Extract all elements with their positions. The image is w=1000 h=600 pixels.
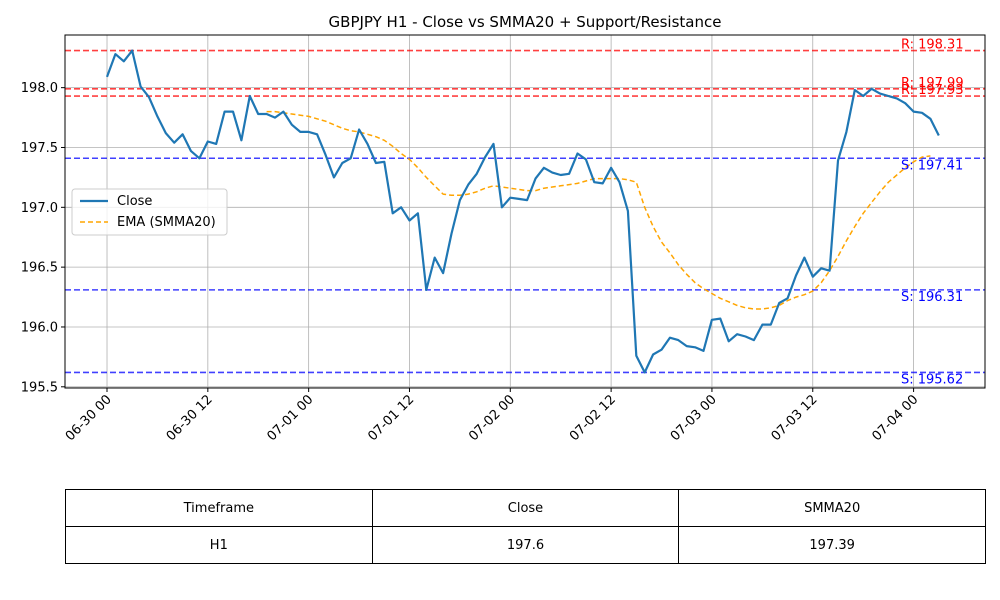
y-tick-label: 196.5	[21, 261, 58, 276]
y-tick-label: 196.0	[21, 320, 58, 335]
x-tick-label: 07-01 00	[265, 392, 317, 444]
x-tick-label: 07-02 00	[466, 392, 518, 444]
y-tick-label: 195.5	[21, 380, 58, 395]
support-level-label: S: 196.31	[901, 290, 963, 305]
x-tick-label: 07-04 00	[869, 392, 921, 444]
legend-close-label: Close	[117, 194, 152, 209]
x-tick-label: 07-02 12	[567, 392, 619, 444]
y-tick-label: 197.5	[21, 141, 58, 156]
table-header-cell: Close	[371, 489, 680, 527]
stats-table: Timeframe Close SMMA20 H1 197.6 197.39	[65, 489, 986, 564]
x-tick-label: 07-01 12	[365, 392, 417, 444]
table-header-cell: SMMA20	[678, 489, 986, 527]
resistance-level-label: R: 198.31	[901, 38, 964, 53]
support-level-label: S: 195.62	[901, 372, 963, 387]
table-cell: 197.6	[371, 526, 680, 564]
plot-frame	[64, 34, 986, 389]
y-tick-label: 197.0	[21, 201, 58, 216]
y-tick-label: 198.0	[21, 81, 58, 96]
table-header-cell: Timeframe	[65, 489, 373, 527]
x-tick-label: 07-03 12	[769, 392, 821, 444]
x-tick-label: 07-03 00	[668, 392, 720, 444]
axes: 195.5 196.0 196.5 197.0 197.5 198.0 06-30 00 06…	[21, 81, 922, 444]
legend-ema-label: EMA (SMMA20)	[117, 215, 216, 230]
resistance-level-label: R: 197.99	[901, 76, 964, 91]
table-header-row: Timeframe Close SMMA20	[65, 489, 986, 527]
legend-box	[71, 188, 228, 236]
chart-title: GBPJPY H1 - Close vs SMMA20 + Support/Re…	[329, 13, 722, 31]
x-tick-label: 06-30 12	[164, 392, 216, 444]
ema-series-line	[266, 110, 931, 310]
table-row: H1 197.6 197.39	[65, 526, 986, 564]
support-resistance-levels	[65, 49, 985, 374]
series-lines	[105, 49, 940, 374]
level-labels: R: 198.31 R: 197.99R: 197.93 S: 197.41 S: 1…	[901, 38, 964, 388]
x-tick-label: 06-30 00	[63, 392, 115, 444]
resistance-level-label: R: 197.93	[901, 83, 964, 98]
support-level-label: S: 197.41	[901, 158, 963, 173]
legend: Close EMA (SMMA20)	[71, 188, 228, 236]
table-cell: H1	[65, 526, 373, 564]
close-series-line	[105, 49, 940, 374]
table-cell: 197.39	[678, 526, 986, 564]
